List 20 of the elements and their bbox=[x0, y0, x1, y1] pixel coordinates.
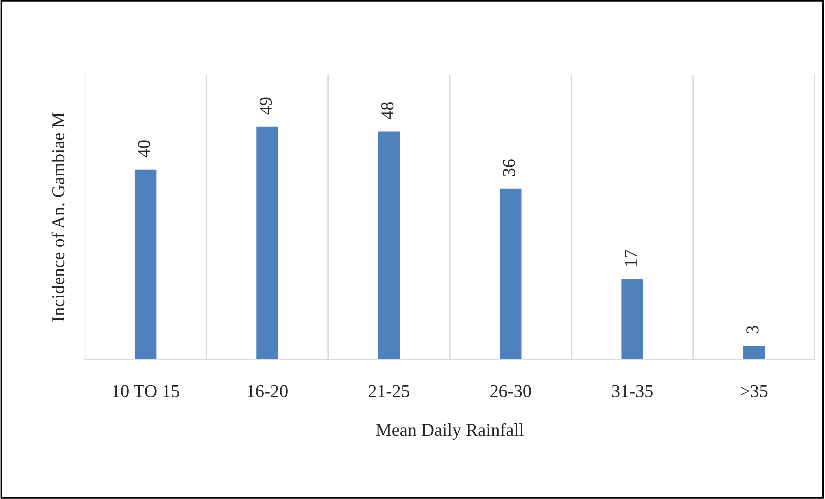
data-label: 40 bbox=[138, 140, 150, 158]
data-label: 3 bbox=[746, 326, 759, 334]
x-tick-label: 26-30 bbox=[490, 385, 532, 398]
data-label: 49 bbox=[260, 98, 272, 115]
data-label: 48 bbox=[382, 102, 394, 120]
data-label: 17 bbox=[624, 250, 637, 266]
x-tick-label: 16-20 bbox=[248, 385, 288, 398]
bar bbox=[134, 168, 158, 360]
y-axis-title: Incidence of An. Gambiae M bbox=[52, 112, 65, 322]
x-tick-label: 10 TO 15 bbox=[113, 385, 180, 398]
bar bbox=[255, 126, 280, 360]
bar bbox=[742, 344, 767, 360]
x-tick-label: 21-25 bbox=[368, 385, 410, 398]
data-label: 36 bbox=[503, 160, 516, 176]
bar bbox=[498, 187, 524, 360]
bar bbox=[376, 130, 402, 360]
x-tick-label: 31-35 bbox=[612, 385, 653, 398]
x-axis-title: Mean Daily Rainfall bbox=[376, 423, 524, 440]
x-tick-label: >35 bbox=[741, 385, 768, 398]
bar bbox=[620, 278, 645, 360]
